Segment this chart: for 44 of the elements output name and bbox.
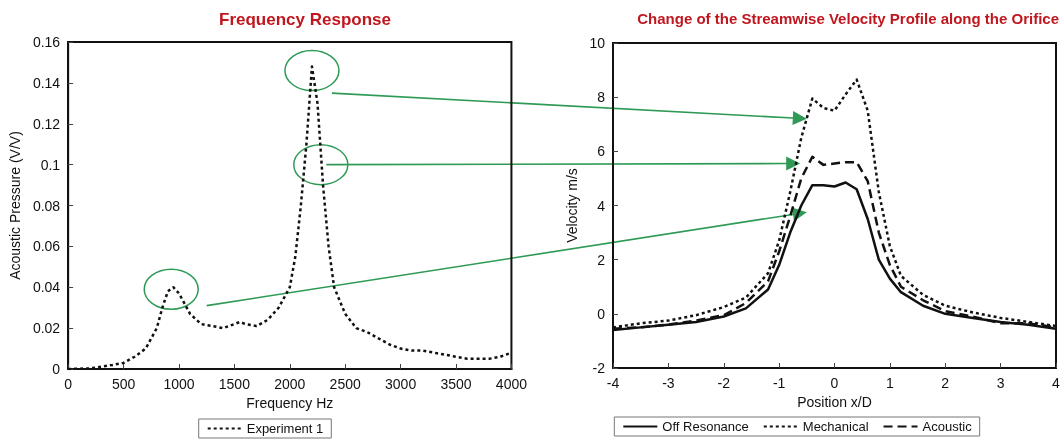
x-tick-label: 0 [64,376,73,392]
y-tick-label: 0.12 [32,115,61,132]
legend-label: Acoustic [922,419,973,434]
y-tick-label: 0 [597,305,606,322]
y-tick-label: 6 [597,143,606,160]
x-tick-label: -2 [717,375,731,391]
x-tick-label: 2500 [329,376,361,392]
x-tick-label: 1 [885,375,894,391]
x-tick-label: -4 [606,375,620,391]
y-tick-label: 4 [597,197,606,214]
y-tick-label: 2 [597,251,606,268]
y-tick-label: 0.02 [32,320,61,337]
x-tick-label: -3 [662,375,675,391]
y-tick-label: 0.1 [40,156,61,173]
x-tick-label: 2000 [274,376,306,392]
x-tick-label: 0 [830,375,839,391]
x-tick-label: 1000 [163,376,195,392]
legend-label: Experiment 1 [246,421,324,436]
y-tick-label: 0.16 [32,34,61,50]
legend-label: Mechanical [802,419,869,434]
y-axis-title: Velocity m/s [563,168,580,243]
x-tick-label: 3500 [440,376,472,392]
y-tick-label: 10 [589,35,606,51]
x-tick-label: 500 [111,376,136,392]
legend-label: Off Resonance [662,419,749,434]
y-tick-label: 0.08 [32,197,61,214]
x-tick-label: 4000 [495,376,528,392]
y-axis-title: Acoustic Pressure (V/V) [7,131,23,280]
x-axis-title: Frequency Hz [246,394,334,411]
x-tick-label: 2 [941,375,950,391]
x-tick-label: 1500 [218,376,251,392]
x-tick-label: 3 [996,375,1005,391]
y-tick-label: 0.14 [32,74,61,91]
chart-title: Change of the Streamwise Velocity Profile along the Orifice [637,10,1060,27]
x-tick-label: 3000 [385,376,417,392]
chart-title: Frequency Response [219,10,391,29]
y-tick-label: 0.06 [32,238,61,255]
y-tick-label: 8 [597,89,606,106]
y-tick-label: 0.04 [32,279,61,296]
x-tick-label: -1 [772,375,786,391]
x-tick-label: 4 [1052,375,1061,391]
y-tick-label: -2 [592,360,606,376]
x-axis-title: Position x/D [797,393,872,410]
y-tick-label: 0 [52,361,61,377]
